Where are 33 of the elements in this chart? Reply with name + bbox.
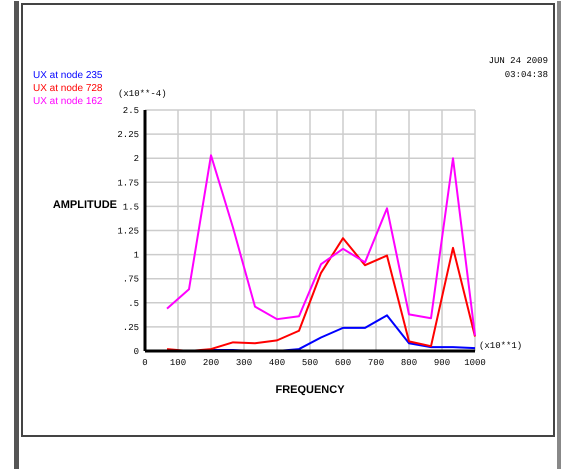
x-tick-label: 500 (302, 358, 318, 368)
y-tick-label: 1.75 (117, 178, 139, 188)
text: UX at node 162 (33, 96, 103, 107)
y-tick-label: 1.5 (122, 202, 139, 212)
x-tick-label: 800 (400, 358, 418, 368)
text: 03:04:38 (504, 70, 548, 80)
y-tick-label: 1 (134, 250, 139, 261)
text: (x10**1) (479, 341, 522, 351)
y-tick-label: .5 (128, 298, 139, 309)
text: JUN 24 2009 (488, 56, 548, 66)
y-tick-label: .75 (122, 274, 139, 285)
y-tick-label: 2.5 (122, 106, 139, 116)
y-tick-label: 2 (134, 154, 139, 164)
y-tick-label: 1.25 (117, 226, 139, 236)
x-tick-label: 200 (202, 358, 220, 368)
line-series (166, 154, 476, 337)
y-tick-label: .25 (122, 322, 139, 333)
x-tick-label: 700 (368, 358, 384, 368)
x-tick-label: 100 (170, 358, 186, 368)
y-axis-title: AMPLITUDE (52, 199, 117, 211)
y-tick-label: 2.25 (117, 130, 139, 140)
x-tick-label: 300 (236, 358, 252, 368)
x-tick-label: 400 (268, 358, 286, 368)
x-tick-label: 600 (334, 358, 352, 368)
x-axis-title: FREQUENCY (275, 384, 346, 396)
x-tick-label: 1000 (464, 358, 486, 368)
y-tick-label: 0 (134, 347, 139, 357)
text: (x10**-4) (118, 89, 167, 99)
x-tick-label: 900 (434, 358, 450, 368)
line-series (166, 237, 476, 352)
text: UX at node 728 (33, 83, 103, 94)
x-tick-label: 0 (142, 358, 148, 368)
text: UX at node 235 (33, 70, 103, 81)
